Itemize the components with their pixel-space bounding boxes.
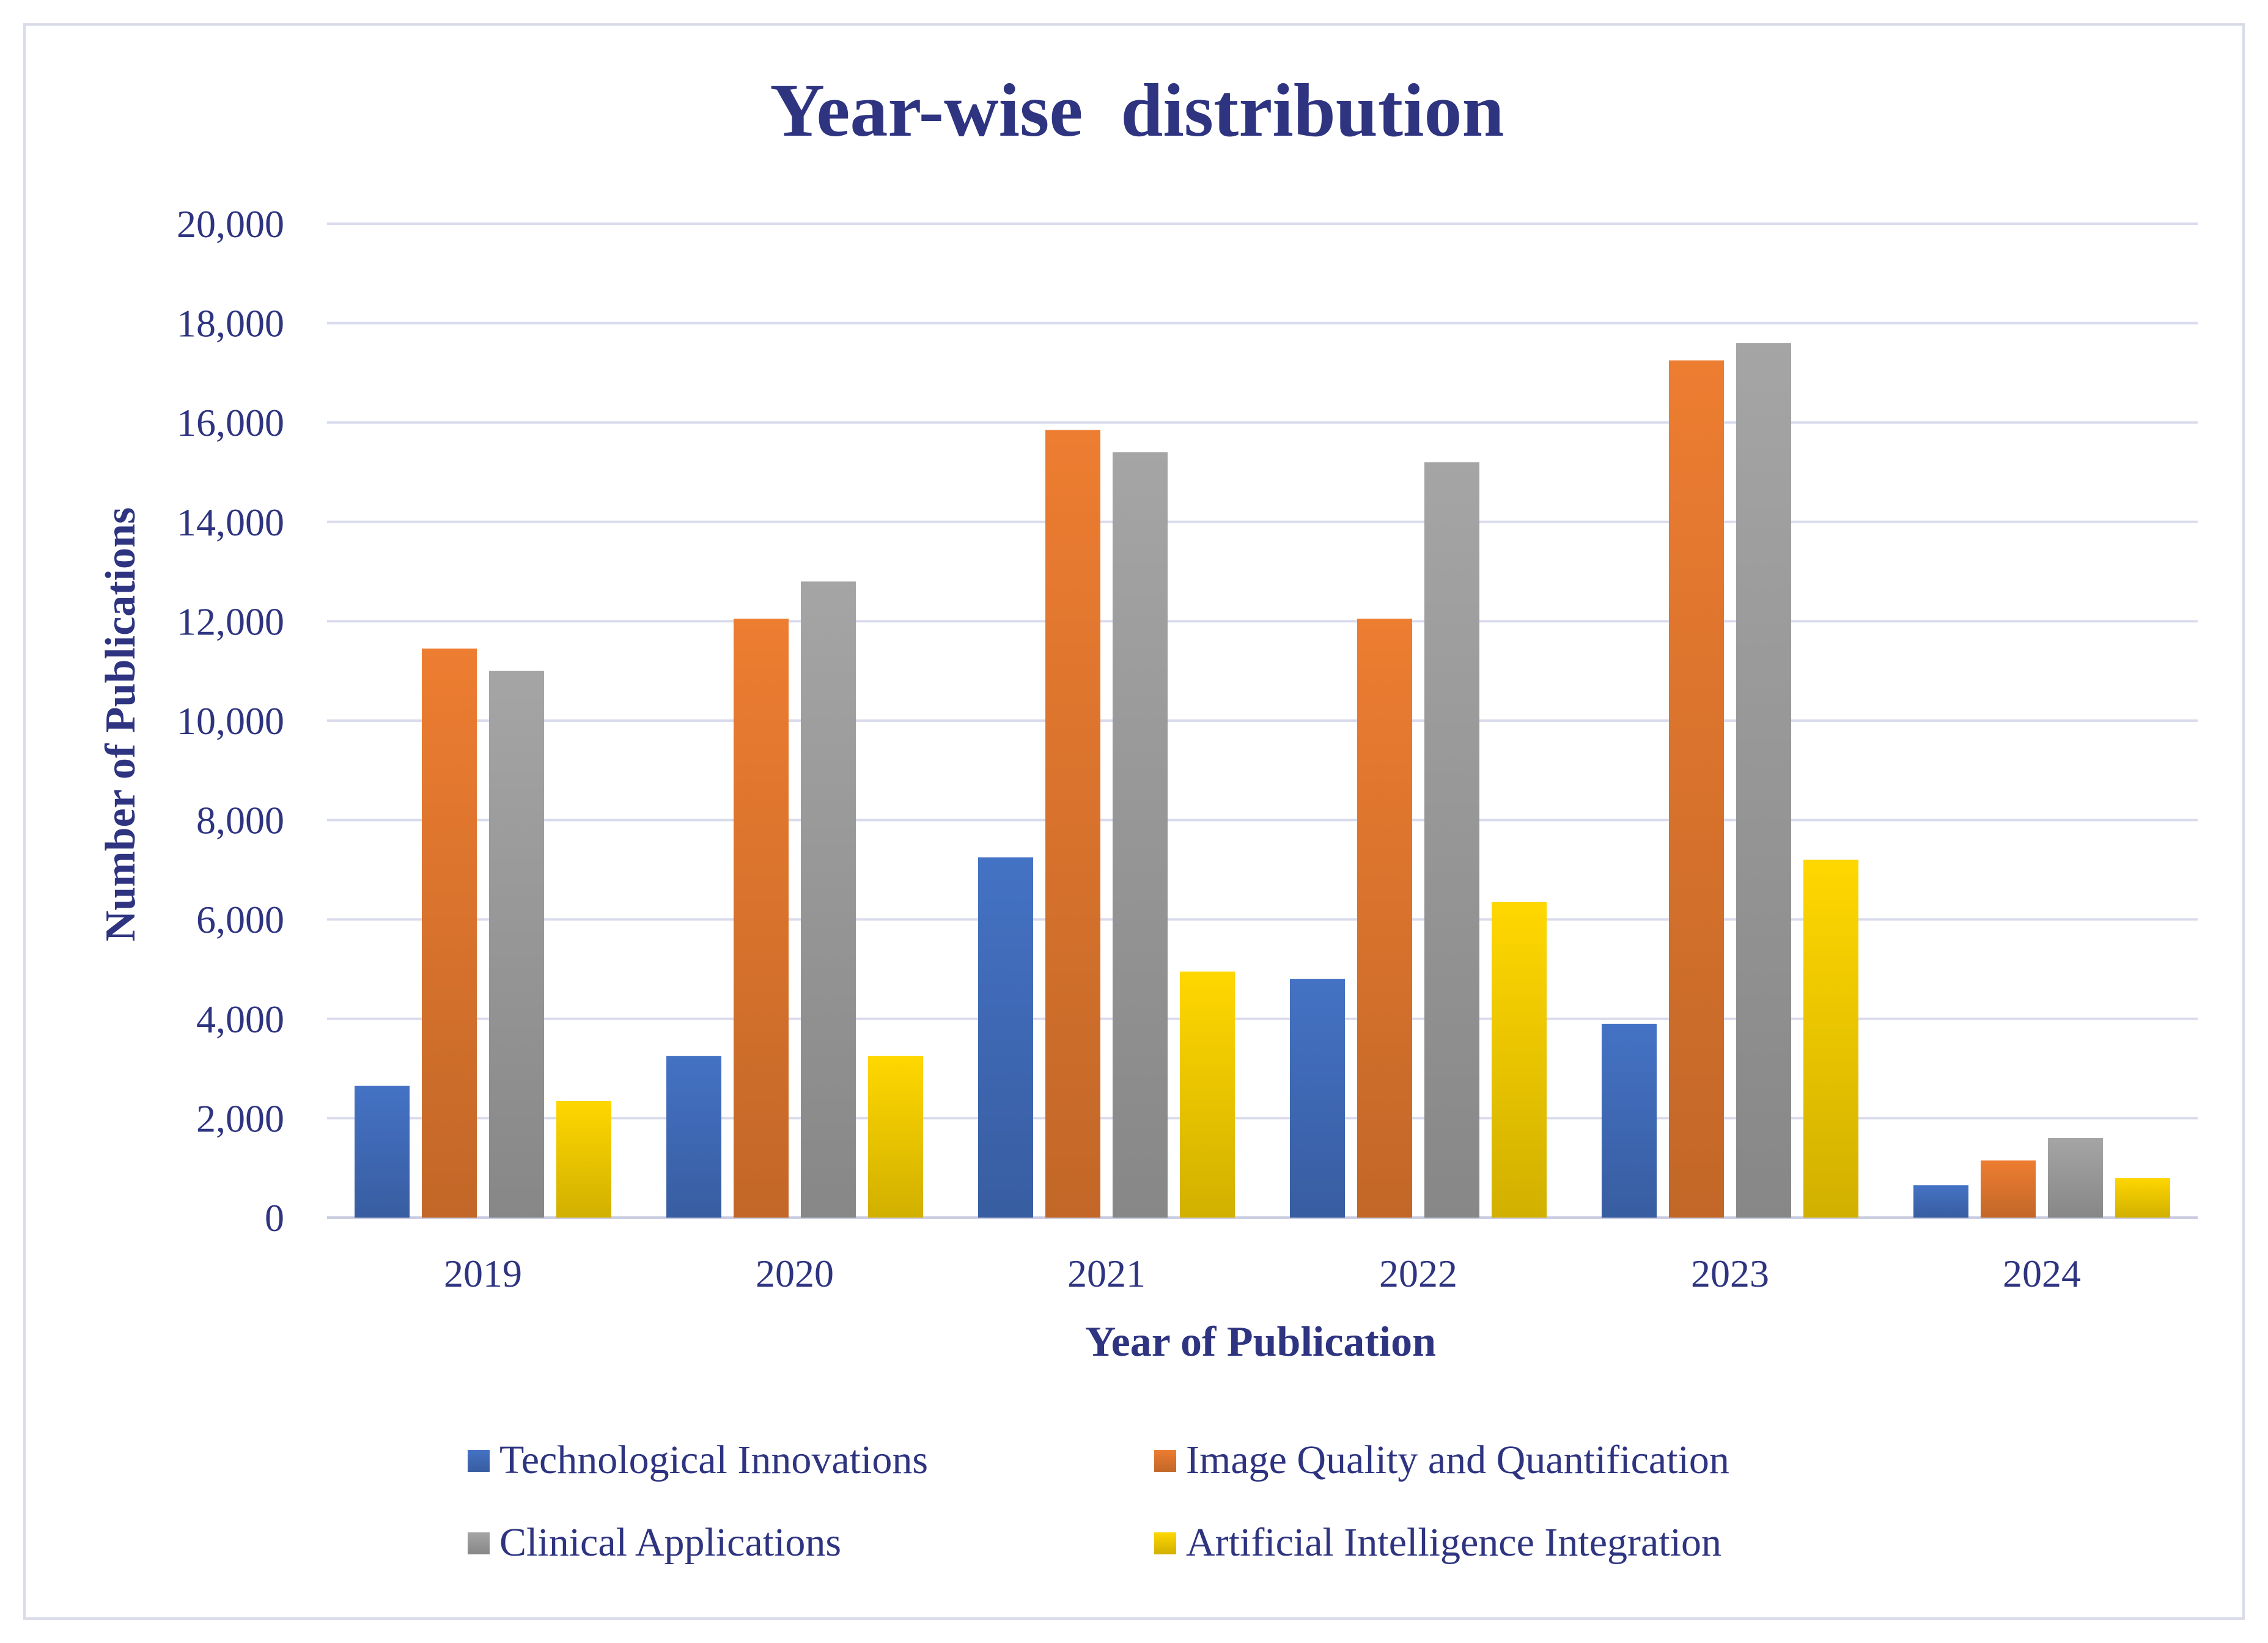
legend: Technological Innovations Image Quality a… — [468, 1438, 1729, 1565]
legend-label: Technological Innovations — [499, 1438, 928, 1482]
x-tick-label: 2023 — [1691, 1252, 1769, 1295]
bar-clinical-applications-2022 — [1424, 462, 1479, 1218]
bar-image-quality-and-quantification-2019 — [422, 649, 477, 1218]
bar-technological-innovations-2019 — [355, 1086, 410, 1218]
y-tick-label: 14,000 — [177, 501, 284, 544]
legend-swatch — [1154, 1450, 1176, 1472]
x-tick-label: 2024 — [2003, 1252, 2081, 1295]
y-axis-ticks: 0 2,000 4,000 6,000 8,000 10,000 12,000 14,000 1… — [177, 202, 284, 1240]
bar-artificial-intelligence-integration-2019 — [556, 1100, 611, 1218]
y-tick-label: 8,000 — [196, 799, 284, 842]
legend-item: Technological Innovations — [468, 1438, 928, 1482]
legend-swatch — [1154, 1532, 1176, 1554]
chart-title: Year-wise distribution — [770, 68, 1504, 152]
y-tick-label: 2,000 — [196, 1097, 284, 1140]
legend-item: Image Quality and Quantification — [1154, 1438, 1729, 1482]
bar-clinical-applications-2019 — [489, 671, 544, 1218]
y-axis-title: Number of Publications — [97, 507, 144, 941]
legend-swatch — [468, 1532, 490, 1554]
bar-clinical-applications-2024 — [2048, 1138, 2103, 1218]
bar-artificial-intelligence-integration-2021 — [1180, 971, 1235, 1218]
bar-image-quality-and-quantification-2020 — [734, 619, 789, 1218]
bar-artificial-intelligence-integration-2020 — [868, 1056, 923, 1218]
x-tick-label: 2019 — [444, 1252, 522, 1295]
bar-clinical-applications-2021 — [1113, 452, 1168, 1218]
bar-technological-innovations-2022 — [1290, 979, 1345, 1218]
bar-artificial-intelligence-integration-2024 — [2115, 1177, 2170, 1218]
x-axis-title: Year of Publication — [1085, 1318, 1436, 1365]
y-tick-label: 16,000 — [177, 401, 284, 444]
x-tick-label: 2022 — [1379, 1252, 1457, 1295]
y-tick-label: 12,000 — [177, 600, 284, 643]
bar-image-quality-and-quantification-2022 — [1357, 619, 1412, 1218]
y-tick-label: 10,000 — [177, 699, 284, 743]
x-tick-label: 2020 — [756, 1252, 834, 1295]
y-tick-label: 0 — [265, 1196, 284, 1240]
bar-image-quality-and-quantification-2024 — [1981, 1160, 2036, 1218]
bar-clinical-applications-2020 — [801, 581, 856, 1218]
gridlines — [327, 222, 2198, 1219]
bar-artificial-intelligence-integration-2023 — [1803, 859, 1858, 1218]
bar-image-quality-and-quantification-2021 — [1045, 430, 1100, 1218]
bars — [355, 343, 2170, 1218]
bar-clinical-applications-2023 — [1736, 343, 1791, 1218]
x-tick-label: 2021 — [1067, 1252, 1146, 1295]
legend-label: Clinical Applications — [499, 1520, 841, 1565]
y-tick-label: 18,000 — [177, 302, 284, 345]
bar-technological-innovations-2024 — [1913, 1185, 1968, 1218]
bar-technological-innovations-2023 — [1602, 1023, 1657, 1218]
bar-artificial-intelligence-integration-2022 — [1492, 902, 1547, 1218]
legend-item: Clinical Applications — [468, 1520, 841, 1565]
legend-swatch — [468, 1450, 490, 1472]
y-tick-label: 4,000 — [196, 998, 284, 1041]
legend-label: Image Quality and Quantification — [1186, 1438, 1729, 1482]
bar-technological-innovations-2021 — [978, 857, 1033, 1218]
y-tick-label: 6,000 — [196, 898, 284, 941]
x-axis-ticks: 2019 2020 2021 2022 2023 2024 — [444, 1252, 2081, 1295]
y-tick-label: 20,000 — [177, 202, 284, 246]
legend-label: Artificial Intelligence Integration — [1186, 1520, 1721, 1565]
bar-image-quality-and-quantification-2023 — [1669, 360, 1724, 1218]
legend-item: Artificial Intelligence Integration — [1154, 1520, 1721, 1565]
bar-technological-innovations-2020 — [666, 1056, 721, 1218]
